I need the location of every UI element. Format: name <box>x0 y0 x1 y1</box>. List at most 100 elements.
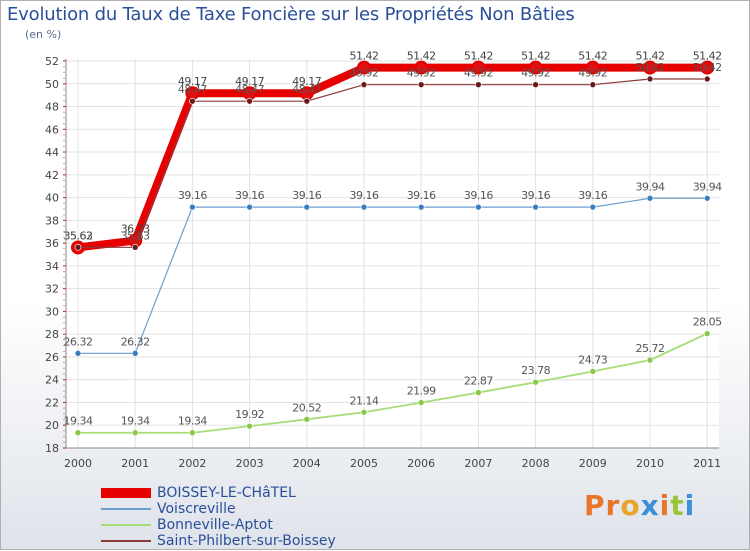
y-minor-tick <box>63 407 65 409</box>
y-minor-tick <box>63 424 65 426</box>
y-minor-tick <box>63 299 65 301</box>
y-tick-label: 34 <box>45 260 59 273</box>
data-label: 22.87 <box>464 375 493 388</box>
y-minor-tick <box>63 362 65 364</box>
data-point <box>417 81 425 88</box>
data-label: 49.17 <box>292 75 321 88</box>
data-label: 49.92 <box>407 67 436 80</box>
y-tick-label: 24 <box>45 374 59 387</box>
y-minor-tick <box>63 430 65 432</box>
data-point <box>532 203 539 211</box>
legend-swatch <box>101 540 151 542</box>
y-tick-label: 46 <box>45 123 59 136</box>
legend-label: Voiscreville <box>157 501 236 517</box>
data-label: 26.32 <box>64 335 93 348</box>
logo-letter: P <box>584 489 606 522</box>
y-minor-tick <box>63 322 65 324</box>
data-point <box>532 378 539 386</box>
data-label: 50.42 <box>693 61 722 74</box>
data-label: 49.17 <box>178 75 207 88</box>
y-tick-label: 52 <box>45 55 59 68</box>
y-tick-label: 22 <box>45 396 59 409</box>
data-point <box>532 81 539 88</box>
data-label: 35.63 <box>121 229 150 242</box>
data-point <box>246 203 253 211</box>
y-minor-tick <box>63 83 65 85</box>
data-point <box>585 60 600 75</box>
series-line-1 <box>77 197 708 354</box>
y-minor-tick <box>63 310 65 313</box>
data-point <box>74 349 82 357</box>
y-minor-tick <box>63 447 65 449</box>
data-point <box>589 81 597 88</box>
x-tick-label: 2007 <box>464 457 492 470</box>
data-point <box>475 81 482 88</box>
data-label: 49.92 <box>350 67 379 80</box>
data-point <box>646 75 654 83</box>
x-tick-label: 2008 <box>522 457 550 470</box>
logo-letter: i <box>659 489 671 522</box>
y-minor-tick <box>63 367 65 369</box>
y-minor-tick <box>63 418 65 421</box>
data-label: 51.42 <box>578 50 607 63</box>
data-label: 49.92 <box>521 67 550 80</box>
legend-label: BOISSEY-LE-CHâTEL <box>157 485 296 501</box>
data-label: 48.47 <box>235 83 264 96</box>
data-label: 51.42 <box>636 50 665 63</box>
y-minor-tick <box>63 140 65 142</box>
y-minor-tick <box>63 441 65 443</box>
data-label: 35.62 <box>64 229 93 242</box>
y-minor-tick <box>63 401 65 404</box>
y-minor-tick <box>63 134 65 136</box>
y-minor-tick <box>63 168 65 170</box>
y-minor-tick <box>63 384 65 386</box>
data-label: 21.99 <box>407 385 436 398</box>
x-tick-label: 2010 <box>636 457 664 470</box>
data-point <box>246 97 253 105</box>
y-minor-tick <box>63 208 65 210</box>
legend-swatch <box>101 508 151 510</box>
x-tick-label: 2001 <box>121 457 149 470</box>
data-point <box>703 194 711 202</box>
y-minor-tick <box>63 276 65 278</box>
data-label: 19.34 <box>121 415 150 428</box>
series-line-3 <box>77 78 708 248</box>
data-label: 19.92 <box>235 408 264 421</box>
y-minor-tick <box>63 128 65 130</box>
data-label-layer: 35.62 36.23 49.17 49.17 49.17 51.42 51.42 51.42… <box>64 50 723 428</box>
axis-layer: 18 20 22 24 26 28 30 32 34 36 38 40 42 44 46 48 50 52 2000… <box>45 55 721 470</box>
data-point <box>528 60 543 75</box>
data-label: 49.92 <box>578 67 607 80</box>
y-minor-tick <box>63 413 65 415</box>
y-minor-tick <box>63 71 65 73</box>
data-point <box>303 203 311 211</box>
data-point <box>189 97 196 105</box>
data-label: 39.16 <box>464 189 493 202</box>
y-unit-label: (en %) <box>25 28 62 41</box>
logo-letter: x <box>640 489 660 522</box>
y-minor-tick <box>63 100 65 102</box>
y-minor-tick <box>63 66 65 68</box>
y-minor-tick <box>63 248 65 250</box>
y-minor-tick <box>63 396 65 398</box>
y-tick-label: 36 <box>45 237 59 250</box>
data-label: 51.42 <box>350 50 379 63</box>
data-label: 51.42 <box>407 50 436 63</box>
y-minor-tick <box>63 265 65 267</box>
y-minor-tick <box>63 151 65 153</box>
legend-swatch <box>101 488 151 498</box>
data-label: 51.42 <box>464 50 493 63</box>
legend-swatch <box>101 524 151 526</box>
data-point <box>703 330 711 337</box>
data-point <box>303 97 311 105</box>
y-minor-tick <box>63 231 65 233</box>
data-label: 28.05 <box>693 316 722 329</box>
data-label: 51.42 <box>521 50 550 63</box>
y-minor-tick <box>63 77 65 79</box>
y-minor-tick <box>63 191 65 193</box>
data-label: 35.63 <box>64 229 93 242</box>
y-minor-tick <box>63 293 65 295</box>
y-minor-tick <box>63 174 65 176</box>
y-minor-tick <box>63 339 65 341</box>
